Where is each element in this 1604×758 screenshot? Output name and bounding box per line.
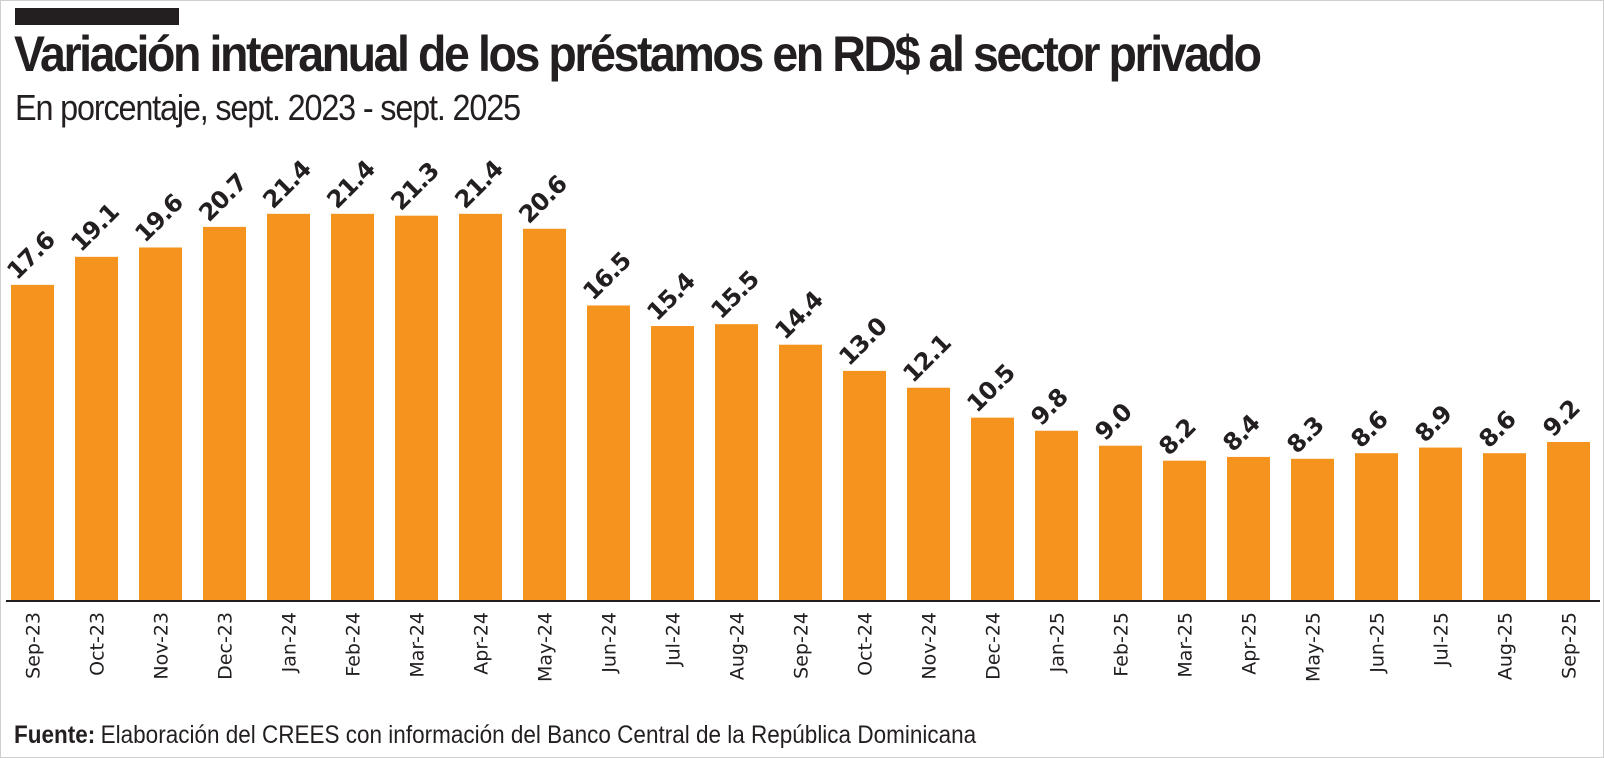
bar-sep-25 [1547,441,1590,601]
x-tick-label: Jan-25 [1047,612,1069,673]
bar-feb-24 [331,213,374,601]
x-tick-label: Oct-23 [87,612,109,676]
source-note: Fuente: Elaboración del CREES con informa… [14,720,976,750]
value-label: 12.1 [897,329,956,388]
value-label: 14.4 [769,286,828,345]
x-tick-labels-group: Sep-23 Oct-23 Nov-23 Dec-23 Jan-24 Feb-24 Mar-… [23,612,1581,682]
x-tick-label: Jul-25 [1431,612,1453,667]
value-label: 9.2 [1537,394,1585,442]
bar-aug-24 [715,324,758,601]
value-label: 9.8 [1025,383,1073,431]
x-tick-label: Nov-24 [919,612,941,680]
value-label: 21.4 [321,155,380,214]
value-label: 17.6 [1,226,60,285]
x-tick-label: Mar-24 [407,612,429,678]
bar-may-25 [1291,458,1334,601]
bar-nov-23 [139,247,182,602]
value-label: 21.4 [257,155,316,214]
bar-jan-24 [267,213,310,601]
kicker-bar [15,8,179,25]
bar-dec-24 [971,417,1014,601]
value-label: 21.4 [449,155,508,214]
x-tick-label: Sep-25 [1559,612,1581,679]
x-tick-label: May-25 [1303,612,1325,682]
x-tick-label: Jun-25 [1367,612,1389,674]
value-label: 9.0 [1089,398,1137,446]
value-label: 10.5 [961,359,1020,418]
x-tick-label: Feb-24 [343,612,365,677]
bar-may-24 [523,228,566,601]
bars-group [11,213,1590,602]
x-tick-label: Jan-24 [279,612,301,673]
value-label: 15.5 [705,265,764,324]
value-label: 20.7 [193,168,252,227]
value-label: 15.4 [641,267,700,326]
bar-mar-24 [395,215,438,601]
source-label: Fuente: [14,721,96,749]
x-tick-label: Mar-25 [1175,612,1197,678]
value-label: 19.1 [65,198,124,257]
x-tick-label: Aug-25 [1495,612,1517,680]
x-tick-label: Dec-23 [215,612,237,680]
bar-jul-25 [1419,447,1462,601]
x-tick-label: Nov-23 [151,612,173,680]
x-tick-label: Apr-25 [1239,612,1261,675]
bar-sep-23 [11,284,54,601]
chart-title: Variación interanual de los préstamos en… [14,26,1262,82]
bar-apr-24 [459,213,502,601]
value-label: 19.6 [129,189,188,248]
x-tick-label: Feb-25 [1111,612,1133,677]
x-tick-label: Aug-24 [727,612,749,680]
x-tick-label: May-24 [535,612,557,682]
x-tick-label: Dec-24 [983,612,1005,680]
bar-oct-24 [843,370,886,601]
bar-aug-25 [1483,453,1526,601]
x-tick-label: Sep-23 [23,612,45,679]
x-tick-label: Apr-24 [471,612,493,675]
bar-jun-24 [587,305,630,601]
value-label: 8.6 [1473,405,1521,453]
chart-subtitle: En porcentaje, sept. 2023 - sept. 2025 [15,87,521,128]
bar-jul-24 [651,326,694,601]
x-tick-label: Jun-24 [599,612,621,674]
x-tick-label: Sep-24 [791,612,813,679]
bar-nov-24 [907,387,950,601]
bar-jan-25 [1035,430,1078,601]
bar-oct-23 [75,256,118,601]
value-label: 8.2 [1153,413,1201,461]
value-label: 13.0 [833,312,892,371]
bar-jun-25 [1355,453,1398,601]
bar-mar-25 [1163,460,1206,601]
bar-dec-23 [203,226,246,601]
bar-feb-25 [1099,445,1142,601]
value-label: 20.6 [513,170,572,229]
x-tick-label: Oct-24 [855,612,877,676]
value-label: 8.4 [1217,409,1265,457]
x-tick-label: Jul-24 [663,612,685,667]
value-label: 16.5 [577,247,636,306]
value-label: 8.3 [1281,411,1329,459]
bar-apr-25 [1227,456,1270,601]
value-label: 8.9 [1409,400,1457,448]
value-label: 8.6 [1345,405,1393,453]
bar-sep-24 [779,344,822,601]
source-text: Elaboración del CREES con información de… [100,721,977,749]
value-label: 21.3 [385,157,444,216]
